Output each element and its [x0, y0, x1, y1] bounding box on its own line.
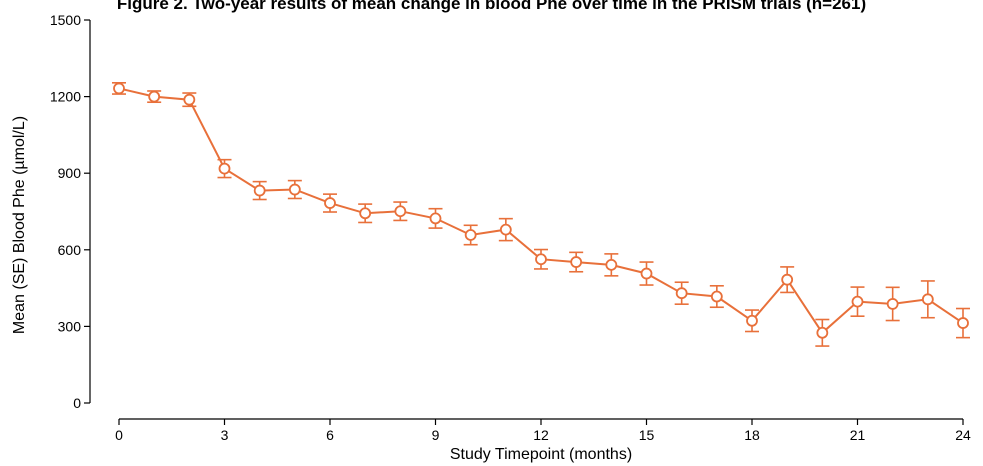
- data-point: [640, 267, 653, 280]
- y-axis-title: Mean (SE) Blood Phe (µmol/L): [11, 116, 28, 334]
- data-point: [464, 229, 477, 241]
- x-tick-label: 24: [955, 427, 971, 443]
- x-axis-title: Study Timepoint (months): [450, 446, 632, 463]
- data-point: [288, 183, 301, 196]
- data-marks: [112, 82, 970, 347]
- data-point: [710, 290, 723, 303]
- data-point: [113, 82, 125, 95]
- y-tick-label: 1200: [50, 89, 81, 105]
- data-point: [851, 295, 864, 308]
- y-tick-label: 900: [58, 165, 82, 181]
- data-point: [605, 258, 618, 271]
- data-point: [535, 253, 547, 266]
- data-point: [675, 287, 688, 300]
- data-point: [570, 256, 583, 268]
- x-tick-label: 3: [221, 427, 229, 443]
- data-point: [921, 293, 934, 306]
- data-point: [359, 207, 372, 220]
- data-point: [218, 162, 231, 175]
- x-tick-label: 18: [744, 427, 760, 443]
- x-tick-label: 21: [850, 427, 866, 443]
- data-point: [886, 298, 899, 310]
- y-tick-label: 1500: [50, 12, 81, 28]
- data-point: [746, 314, 758, 327]
- data-point: [499, 223, 512, 236]
- data-point: [816, 326, 829, 339]
- series-line: [118, 87, 964, 335]
- axes: 0 300 600 900 1200 1500 0 3 6 9 12 15 18 21 24: [50, 12, 971, 443]
- data-point: [781, 273, 794, 286]
- chart-title: Figure 2. Two-year results of mean chang…: [116, 0, 867, 13]
- x-tick-label: 6: [326, 427, 334, 443]
- data-point: [394, 205, 407, 218]
- data-point: [148, 90, 161, 103]
- x-tick-label: 9: [432, 427, 440, 443]
- y-tick-label: 300: [58, 318, 82, 334]
- data-point: [429, 212, 442, 225]
- x-tick-label: 0: [115, 427, 123, 443]
- data-point: [253, 184, 266, 197]
- x-tick-label: 15: [639, 427, 655, 443]
- data-point: [183, 93, 196, 106]
- data-point: [957, 317, 969, 329]
- y-tick-label: 600: [58, 242, 82, 258]
- data-point: [324, 197, 336, 209]
- y-tick-label: 0: [73, 395, 81, 411]
- x-tick-label: 12: [533, 427, 549, 443]
